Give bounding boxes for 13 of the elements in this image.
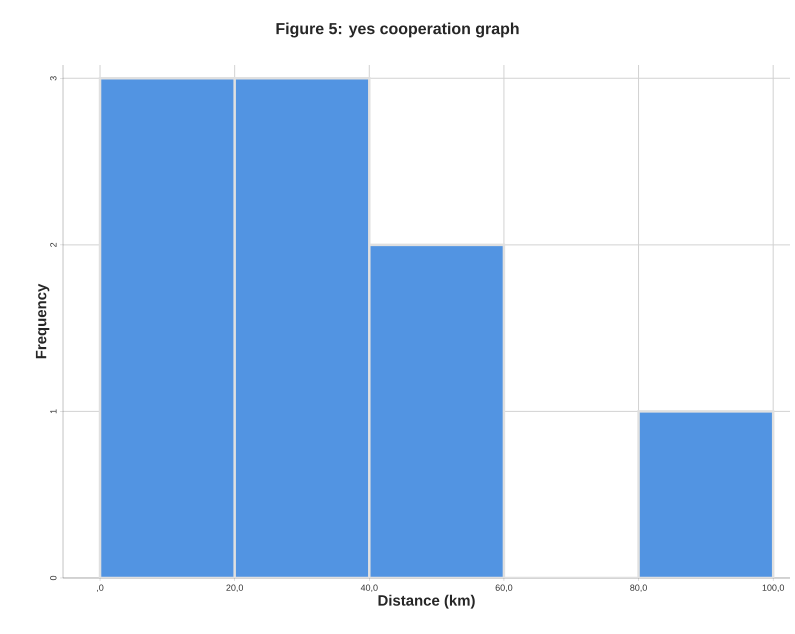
- x-tick-label: 20,0: [226, 584, 244, 592]
- chart-title: Figure 5: yes cooperation graph: [276, 22, 519, 38]
- y-tick-label: 3: [50, 76, 56, 80]
- y-tick-label: 0: [50, 576, 56, 580]
- x-tick-label: 40,0: [360, 584, 378, 592]
- y-tick-label: 2: [50, 242, 56, 247]
- x-tick-label: 80,0: [630, 584, 647, 592]
- y-axis-title: Frequency: [36, 284, 50, 358]
- y-tick-label: 1: [50, 409, 56, 414]
- x-axis-title: Distance (km): [378, 594, 475, 609]
- x-tick-label: 60,0: [496, 584, 512, 592]
- x-tick-label: ,0: [97, 584, 104, 592]
- x-tick-label: 100,0: [762, 584, 784, 592]
